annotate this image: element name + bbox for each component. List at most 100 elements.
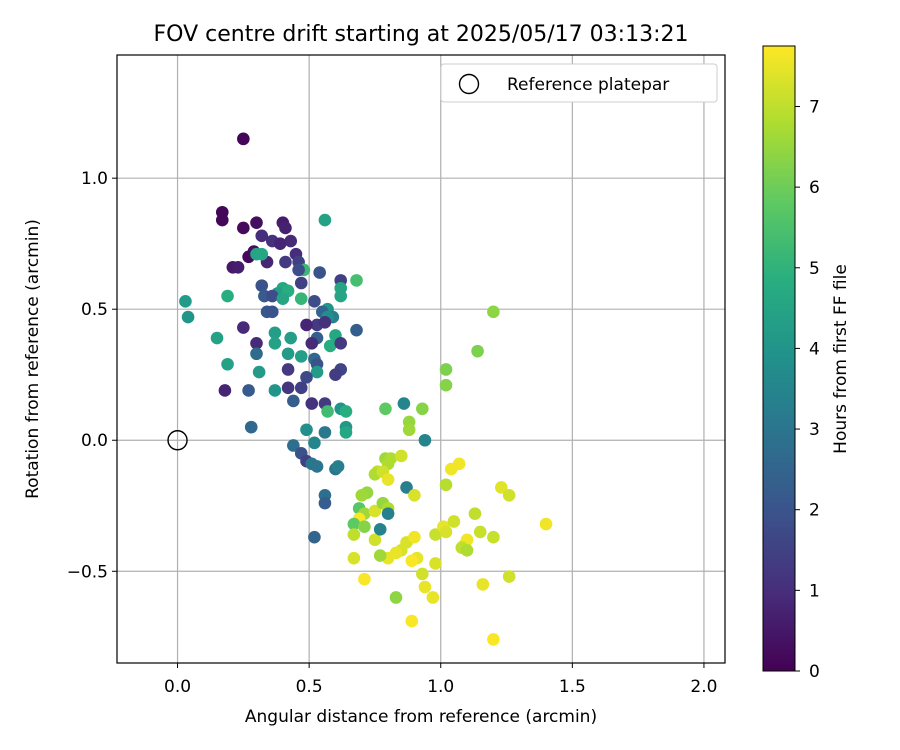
data-point <box>265 305 279 319</box>
data-point <box>181 310 195 324</box>
data-point <box>321 405 334 418</box>
x-tick-label: 0.0 <box>164 677 191 697</box>
data-point <box>405 614 419 628</box>
plot-frame <box>116 54 726 664</box>
colorbar-label: Hours from first FF file <box>831 264 851 454</box>
data-point <box>381 473 395 486</box>
data-point <box>447 515 461 528</box>
legend-reference-marker <box>458 73 480 95</box>
data-point <box>250 336 263 350</box>
y-tick-label: 0.5 <box>81 300 108 320</box>
data-point <box>210 331 224 345</box>
data-point <box>281 381 295 395</box>
data-point <box>279 255 292 269</box>
data-point <box>294 350 308 363</box>
data-point <box>276 292 290 306</box>
data-point <box>439 478 453 492</box>
data-point <box>368 504 382 518</box>
data-point <box>389 591 403 604</box>
data-point <box>408 488 421 502</box>
data-point <box>405 554 419 568</box>
data-point <box>287 394 300 408</box>
data-point <box>265 289 279 303</box>
data-point <box>287 439 300 452</box>
data-point <box>439 363 453 376</box>
colorbar-tick-label: 3 <box>809 420 820 440</box>
x-axis-ticks: 0.0 0.5 1.0 1.5 2.0 <box>164 663 717 697</box>
data-point <box>305 397 319 410</box>
data-point <box>473 525 487 539</box>
data-point <box>487 305 500 319</box>
data-point <box>487 530 500 544</box>
data-point <box>358 520 371 534</box>
data-point <box>252 365 266 379</box>
legend-entry-reference-platepar: Reference platepar <box>507 75 669 95</box>
legend: Reference platepar <box>440 63 718 103</box>
reference-marker <box>167 430 188 451</box>
data-point <box>331 460 345 473</box>
data-point <box>355 488 369 502</box>
data-point <box>368 533 382 547</box>
x-axis-label: Angular distance from reference (arcmin) <box>245 707 597 727</box>
data-point <box>179 295 192 308</box>
colorbar-gradient <box>762 45 796 672</box>
data-point <box>308 530 321 544</box>
data-point <box>268 336 282 350</box>
data-point <box>347 528 361 541</box>
data-point <box>426 591 440 604</box>
data-point <box>305 336 319 350</box>
data-point <box>418 580 432 594</box>
data-point <box>402 423 416 437</box>
data-point <box>334 336 348 350</box>
data-point <box>294 276 308 290</box>
data-point <box>439 378 453 392</box>
data-point <box>300 318 313 332</box>
data-point <box>273 237 287 250</box>
data-point <box>460 544 474 557</box>
data-point <box>539 517 553 531</box>
data-point <box>300 423 313 437</box>
data-point <box>255 247 269 261</box>
data-point <box>231 260 245 274</box>
colorbar-tick-label: 2 <box>809 501 820 521</box>
y-tick-label: 0.0 <box>81 431 108 451</box>
colorbar-tick-label: 0 <box>809 662 820 682</box>
colorbar-ticks: 0 1 2 3 4 5 6 7 <box>795 97 820 682</box>
data-point <box>318 316 332 329</box>
data-point <box>237 132 250 146</box>
data-point <box>373 523 387 536</box>
data-point <box>250 216 263 230</box>
x-tick-label: 0.5 <box>296 677 323 697</box>
data-point <box>294 381 308 395</box>
data-point <box>313 266 326 279</box>
data-point <box>281 363 295 376</box>
data-point <box>255 279 269 292</box>
data-point <box>294 292 308 306</box>
x-tick-label: 1.0 <box>427 677 454 697</box>
data-point <box>310 365 324 379</box>
legend-box <box>440 63 718 103</box>
data-point <box>244 420 258 434</box>
data-point <box>292 263 305 277</box>
data-point <box>339 426 353 439</box>
data-point <box>471 344 484 358</box>
data-point <box>379 402 392 416</box>
data-point <box>318 496 332 510</box>
data-point <box>221 289 234 303</box>
data-point <box>408 530 421 544</box>
data-point <box>318 426 332 439</box>
data-point <box>429 557 442 570</box>
colorbar-tick-label: 6 <box>809 178 820 198</box>
data-point <box>400 481 413 494</box>
data-point <box>476 578 490 591</box>
data-point <box>334 289 348 303</box>
data-point <box>418 433 432 447</box>
data-point <box>494 481 508 494</box>
data-point <box>255 229 269 243</box>
data-point <box>339 405 353 418</box>
data-point <box>308 436 321 450</box>
data-point <box>284 234 298 248</box>
data-point <box>416 402 429 416</box>
data-point <box>487 633 500 646</box>
